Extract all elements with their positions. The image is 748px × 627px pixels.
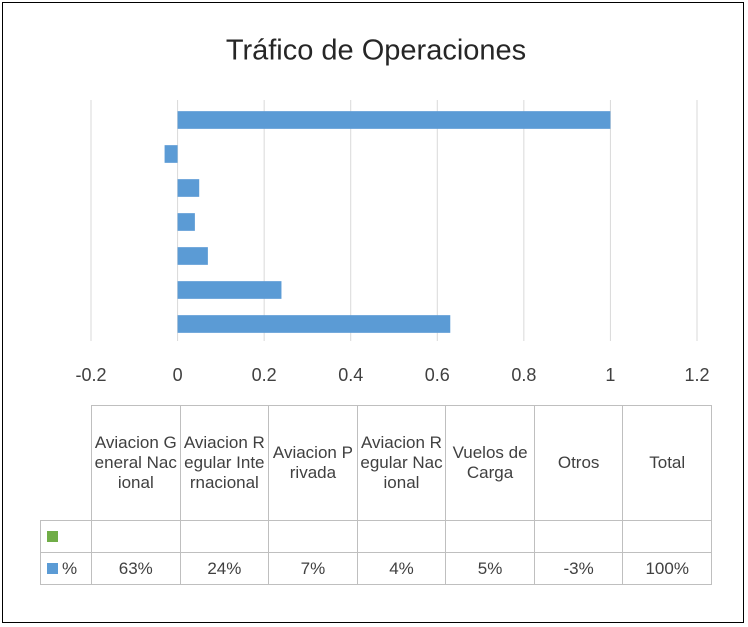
table-value: -3% [533, 552, 624, 585]
table-value [445, 520, 535, 553]
x-tick-label: 0.6 [425, 365, 450, 385]
x-tick-label: 1 [605, 365, 615, 385]
table-value [622, 520, 712, 553]
table-value: 7% [268, 552, 358, 585]
category-header: Total [622, 405, 712, 521]
x-tick-label: 0 [173, 365, 183, 385]
table-value [268, 520, 358, 553]
table-value [179, 520, 270, 553]
table-value: 63% [91, 552, 181, 585]
category-header: Aviacion General Nacional [91, 405, 181, 521]
category-header: Vuelos de Carga [445, 405, 535, 521]
bar [177, 281, 282, 299]
table-value [91, 520, 181, 553]
bar [177, 315, 451, 333]
x-tick-label: 0.2 [252, 365, 277, 385]
category-header: Aviacion Privada [268, 405, 358, 521]
bar [164, 145, 178, 163]
x-tick-label: 0.8 [511, 365, 536, 385]
legend-key [47, 531, 58, 542]
category-header: Otros [533, 405, 624, 521]
table-value: 100% [622, 552, 712, 585]
bar [177, 179, 200, 197]
bar [177, 111, 611, 129]
table-value: 24% [179, 552, 270, 585]
chart-title: Tráfico de Operaciones [226, 35, 526, 67]
bar [177, 213, 195, 231]
bar [177, 247, 208, 265]
legend-key [47, 563, 58, 574]
x-tick-label: 0.4 [338, 365, 363, 385]
table-value [533, 520, 624, 553]
x-tick-label: 1.2 [684, 365, 709, 385]
legend-cell [40, 520, 92, 553]
legend-label: % [62, 558, 78, 578]
x-tick-label: -0.2 [75, 365, 106, 385]
table-value: 5% [445, 552, 535, 585]
legend-cell: % [40, 552, 92, 585]
table-value [356, 520, 447, 553]
category-header: Aviacion Regular Internacional [179, 405, 270, 521]
category-header: Aviacion Regular Nacional [356, 405, 447, 521]
table-value: 4% [356, 552, 447, 585]
